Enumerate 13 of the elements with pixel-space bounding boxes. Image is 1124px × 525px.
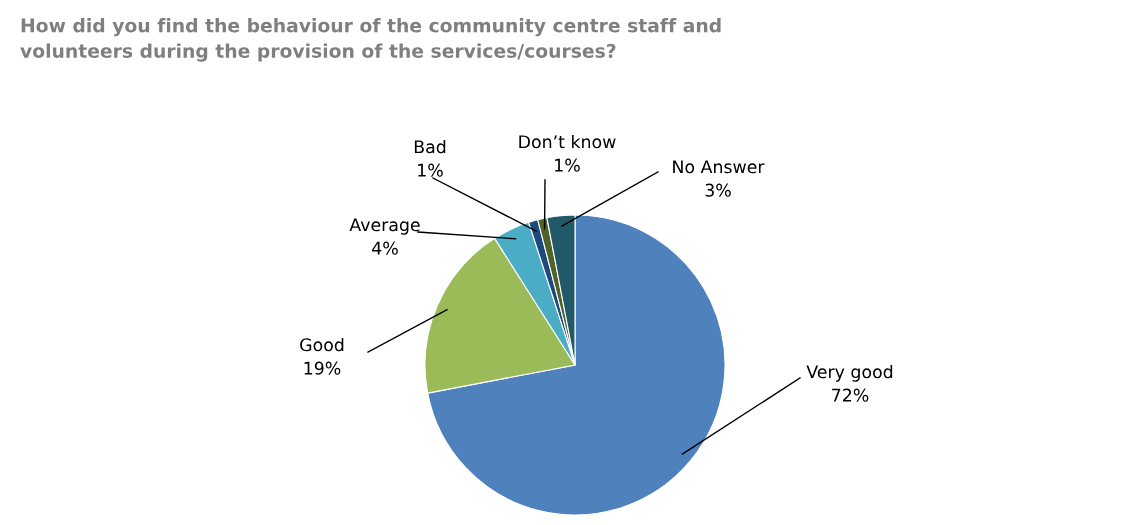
data-label: 3% (705, 183, 731, 197)
data-label: 72% (832, 388, 869, 402)
slice-label: Average (349, 218, 420, 235)
data-label: 1% (555, 158, 580, 172)
data-label: 4% (372, 241, 398, 255)
slice-label: Don’t know (519, 134, 616, 149)
data-label: 1% (418, 163, 443, 177)
data-label: 19% (304, 361, 341, 375)
slice-label: No Answer (673, 160, 765, 174)
slice-label: Good (300, 337, 344, 352)
slice-label: Very good (806, 364, 893, 382)
slice-label: Bad (414, 139, 446, 154)
chart-title: How did you find the behaviour of the community centre staff and volunteers during the provision of the services/courses? (20, 18, 721, 62)
